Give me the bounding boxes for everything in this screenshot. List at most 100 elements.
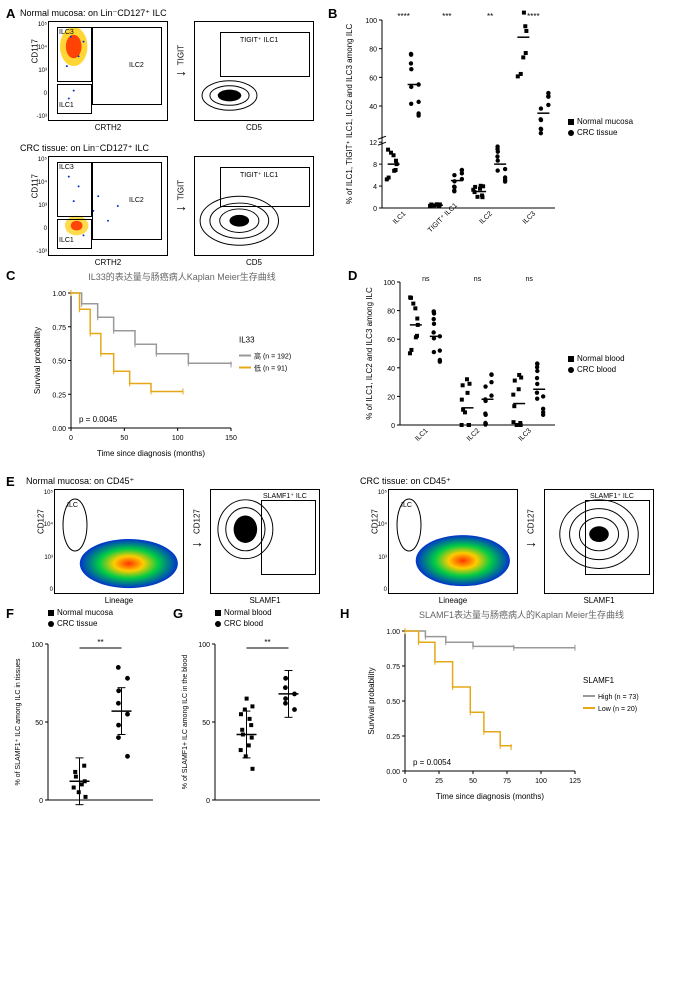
gate-ilc3-label: ILC3 [59, 29, 74, 36]
circle-marker-icon [48, 621, 54, 627]
dotplot-b: 10080604012840ILC1****TIGIT⁺ ILC1***ILC2… [340, 8, 560, 248]
svg-text:**: ** [264, 638, 270, 647]
svg-text:IL33: IL33 [239, 336, 255, 345]
gate-ilc3-crc-label: ILC3 [59, 164, 74, 171]
panel-c-label: C [6, 268, 15, 283]
gate-slamf1-e2 [585, 500, 650, 575]
facs-e-normal-lin: ILC CD127 Lineage 10⁵10⁴10³0 [54, 489, 184, 594]
facs-e-crc-lin: ILC CD127 Lineage 10⁵10⁴10³0 [388, 489, 518, 594]
svg-text:0.25: 0.25 [52, 392, 66, 399]
panel-e-label: E [6, 474, 15, 489]
figure-root: A Normal mucosa: on Lin⁻CD127⁺ ILC ILC3 … [0, 0, 691, 834]
svg-text:% of ILC1, TIGIT⁺ ILC1, ILC2 a: % of ILC1, TIGIT⁺ ILC1, ILC2 and ILC3 am… [345, 23, 354, 204]
axis-crth2-2: CRTH2 [95, 258, 122, 267]
svg-text:ns: ns [422, 276, 430, 283]
legend-f: Normal mucosa CRC tissue [48, 608, 163, 628]
svg-text:0: 0 [373, 206, 377, 213]
svg-text:12: 12 [369, 140, 377, 147]
facs-crc-tigit: TIGIT⁺ ILC1 TIGIT CD5 [194, 156, 314, 256]
svg-text:p = 0.0054: p = 0.0054 [413, 758, 452, 767]
svg-text:20: 20 [387, 394, 395, 401]
panel-a-bottom-title: CRC tissue: on Lin⁻CD127⁺ ILC [20, 143, 318, 154]
axis-slamf1-e2: SLAMF1 [583, 596, 614, 605]
legend-d: Normal blood CRC blood [568, 354, 625, 376]
svg-text:60: 60 [369, 75, 377, 82]
gate-tigit-crc-label: TIGIT⁺ ILC1 [240, 171, 278, 179]
panel-b: B 10080604012840ILC1****TIGIT⁺ ILC1***IL… [330, 8, 683, 256]
dotplot-g: 050100**% of SLAMF1+ ILC among ILC in th… [175, 630, 325, 810]
gate-tigit-label: TIGIT⁺ ILC1 [240, 36, 278, 44]
svg-text:***: *** [442, 12, 451, 21]
axis-cd5-2: CD5 [246, 258, 262, 267]
arrow-icon-2: → [174, 198, 188, 214]
yticks-e2: 10⁵10⁴10³0 [361, 490, 387, 593]
svg-text:**: ** [487, 12, 493, 21]
svg-text:0: 0 [391, 423, 395, 430]
facs-e-crc-slamf1: SLAMF1⁺ ILC CD127 SLAMF1 [544, 489, 654, 594]
svg-text:% of SLAMF1⁺ ILC among ILC in: % of SLAMF1⁺ ILC among ILC in tissues [15, 658, 22, 786]
svg-text:150: 150 [225, 435, 237, 442]
panel-h-label: H [340, 606, 349, 621]
gate-ilc-e1: ILC [67, 502, 78, 509]
axis-cd5: CD5 [246, 123, 262, 132]
svg-text:ILC2: ILC2 [466, 427, 481, 442]
svg-text:ns: ns [525, 276, 533, 283]
svg-text:0.25: 0.25 [386, 734, 400, 741]
panel-d-label: D [348, 268, 357, 283]
legend-d-crc: CRC blood [577, 365, 616, 374]
svg-text:1.00: 1.00 [52, 291, 66, 298]
gate-slamf1-e1 [261, 500, 316, 575]
svg-text:60: 60 [387, 337, 395, 344]
panel-c: C IL33的表达量与肠癌病人Kaplan Meier生存曲线 0.000.25… [8, 270, 338, 462]
svg-text:80: 80 [387, 309, 395, 316]
svg-text:Time since diagnosis (months): Time since diagnosis (months) [436, 792, 545, 801]
km-plot-h: 0.000.250.500.751.000255075100125p = 0.0… [360, 623, 670, 803]
facs-crc-crth2: ILC3 ILC2 ILC1 CD117 CRTH2 10⁵10⁴10³0-10… [48, 156, 168, 256]
row-e: E Normal mucosa: on CD45⁺ ILC CD127 Line… [8, 476, 683, 594]
svg-text:100: 100 [365, 18, 377, 25]
svg-text:****: **** [397, 12, 409, 21]
yticks-a1: 10⁵10⁴10³0-10³ [21, 22, 47, 120]
svg-text:0.50: 0.50 [386, 699, 400, 706]
square-marker-icon [48, 610, 54, 616]
dotplot-d: 020406080100ILC1nsILC2nsILC3ns% of ILC1,… [360, 270, 560, 460]
svg-text:0: 0 [39, 798, 43, 805]
svg-text:0.50: 0.50 [52, 359, 66, 366]
facs-normal-crth2: ILC3 ILC2 ILC1 CD117 CRTH2 10⁵10⁴10³0-10… [48, 21, 168, 121]
svg-text:高 (n = 192): 高 (n = 192) [254, 352, 291, 361]
gate-ilc2-crc [92, 162, 162, 240]
gate-slamf1-e2-label: SLAMF1⁺ ILC [590, 492, 634, 500]
panel-b-label: B [328, 6, 337, 21]
svg-text:Survival probability: Survival probability [367, 667, 376, 734]
axis-slamf1-e1: SLAMF1 [249, 596, 280, 605]
legend-b-crc: CRC tissue [577, 128, 617, 137]
panel-a-top-title: Normal mucosa: on Lin⁻CD127⁺ ILC [20, 8, 318, 19]
panel-e: E Normal mucosa: on CD45⁺ ILC CD127 Line… [8, 476, 683, 594]
square-marker-icon [568, 119, 574, 125]
svg-text:50: 50 [35, 720, 43, 727]
gate-ilc1-crc [57, 219, 92, 249]
svg-text:ILC2: ILC2 [479, 210, 494, 225]
axis-lineage-e2: Lineage [439, 596, 467, 605]
panel-f-label: F [6, 606, 14, 621]
gate-ilc1-crc-label: ILC1 [59, 237, 74, 244]
svg-text:ILC3: ILC3 [518, 427, 533, 442]
gate-slamf1-e1-label: SLAMF1⁺ ILC [263, 492, 307, 500]
svg-text:100: 100 [198, 642, 210, 649]
panel-e-left-title: Normal mucosa: on CD45⁺ [26, 476, 320, 487]
legend-g-normal: Normal blood [224, 608, 272, 617]
row-fgh: F Normal mucosa CRC tissue 0 50 100 ** % of … [8, 608, 683, 812]
svg-text:High (n = 73): High (n = 73) [598, 694, 639, 701]
svg-text:100: 100 [383, 280, 395, 287]
row-cd: C IL33的表达量与肠癌病人Kaplan Meier生存曲线 0.000.25… [8, 270, 683, 462]
svg-text:1.00: 1.00 [386, 629, 400, 636]
gate-ilc1 [57, 84, 92, 114]
square-marker-icon [215, 610, 221, 616]
svg-text:100: 100 [31, 642, 43, 649]
svg-text:SLAMF1: SLAMF1 [583, 676, 615, 685]
svg-text:ns: ns [474, 276, 482, 283]
axis-cd127-e2b: CD127 [527, 509, 536, 534]
svg-text:50: 50 [202, 720, 210, 727]
arrow-icon-e1: → [190, 534, 204, 550]
svg-text:80: 80 [369, 47, 377, 54]
